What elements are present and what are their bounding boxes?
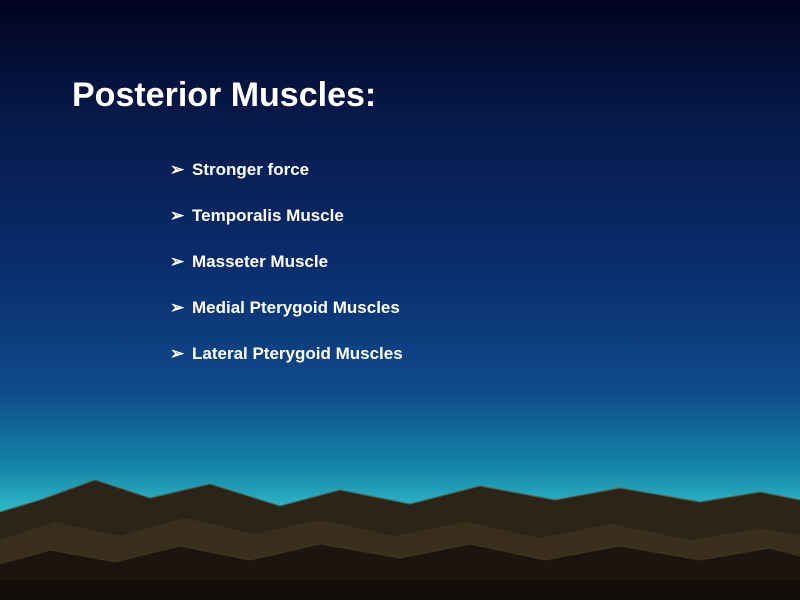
terrain-back-hl [0,480,800,512]
bullet-arrow-icon: ➢ [170,160,192,180]
terrain-front-hl [0,544,800,564]
bullet-label: Lateral Pterygoid Muscles [192,344,403,364]
slide: Posterior Muscles: ➢ Stronger force ➢ Te… [0,0,800,600]
list-item: ➢ Stronger force [170,160,403,180]
bullet-label: Masseter Muscle [192,252,328,272]
terrain-bottom-band [0,580,800,600]
bullet-arrow-icon: ➢ [170,252,192,272]
list-item: ➢ Medial Pterygoid Muscles [170,298,403,318]
bullet-label: Temporalis Muscle [192,206,344,226]
bullet-label: Medial Pterygoid Muscles [192,298,400,318]
list-item: ➢ Temporalis Muscle [170,206,403,226]
bullet-arrow-icon: ➢ [170,206,192,226]
terrain-mid [0,518,800,600]
bullet-list: ➢ Stronger force ➢ Temporalis Muscle ➢ M… [170,160,403,390]
terrain-front [0,544,800,600]
bullet-label: Stronger force [192,160,309,180]
terrain-back [0,480,800,600]
list-item: ➢ Masseter Muscle [170,252,403,272]
slide-title: Posterior Muscles: [72,76,376,115]
bullet-arrow-icon: ➢ [170,298,192,318]
bullet-arrow-icon: ➢ [170,344,192,364]
list-item: ➢ Lateral Pterygoid Muscles [170,344,403,364]
terrain-decor [0,440,800,600]
